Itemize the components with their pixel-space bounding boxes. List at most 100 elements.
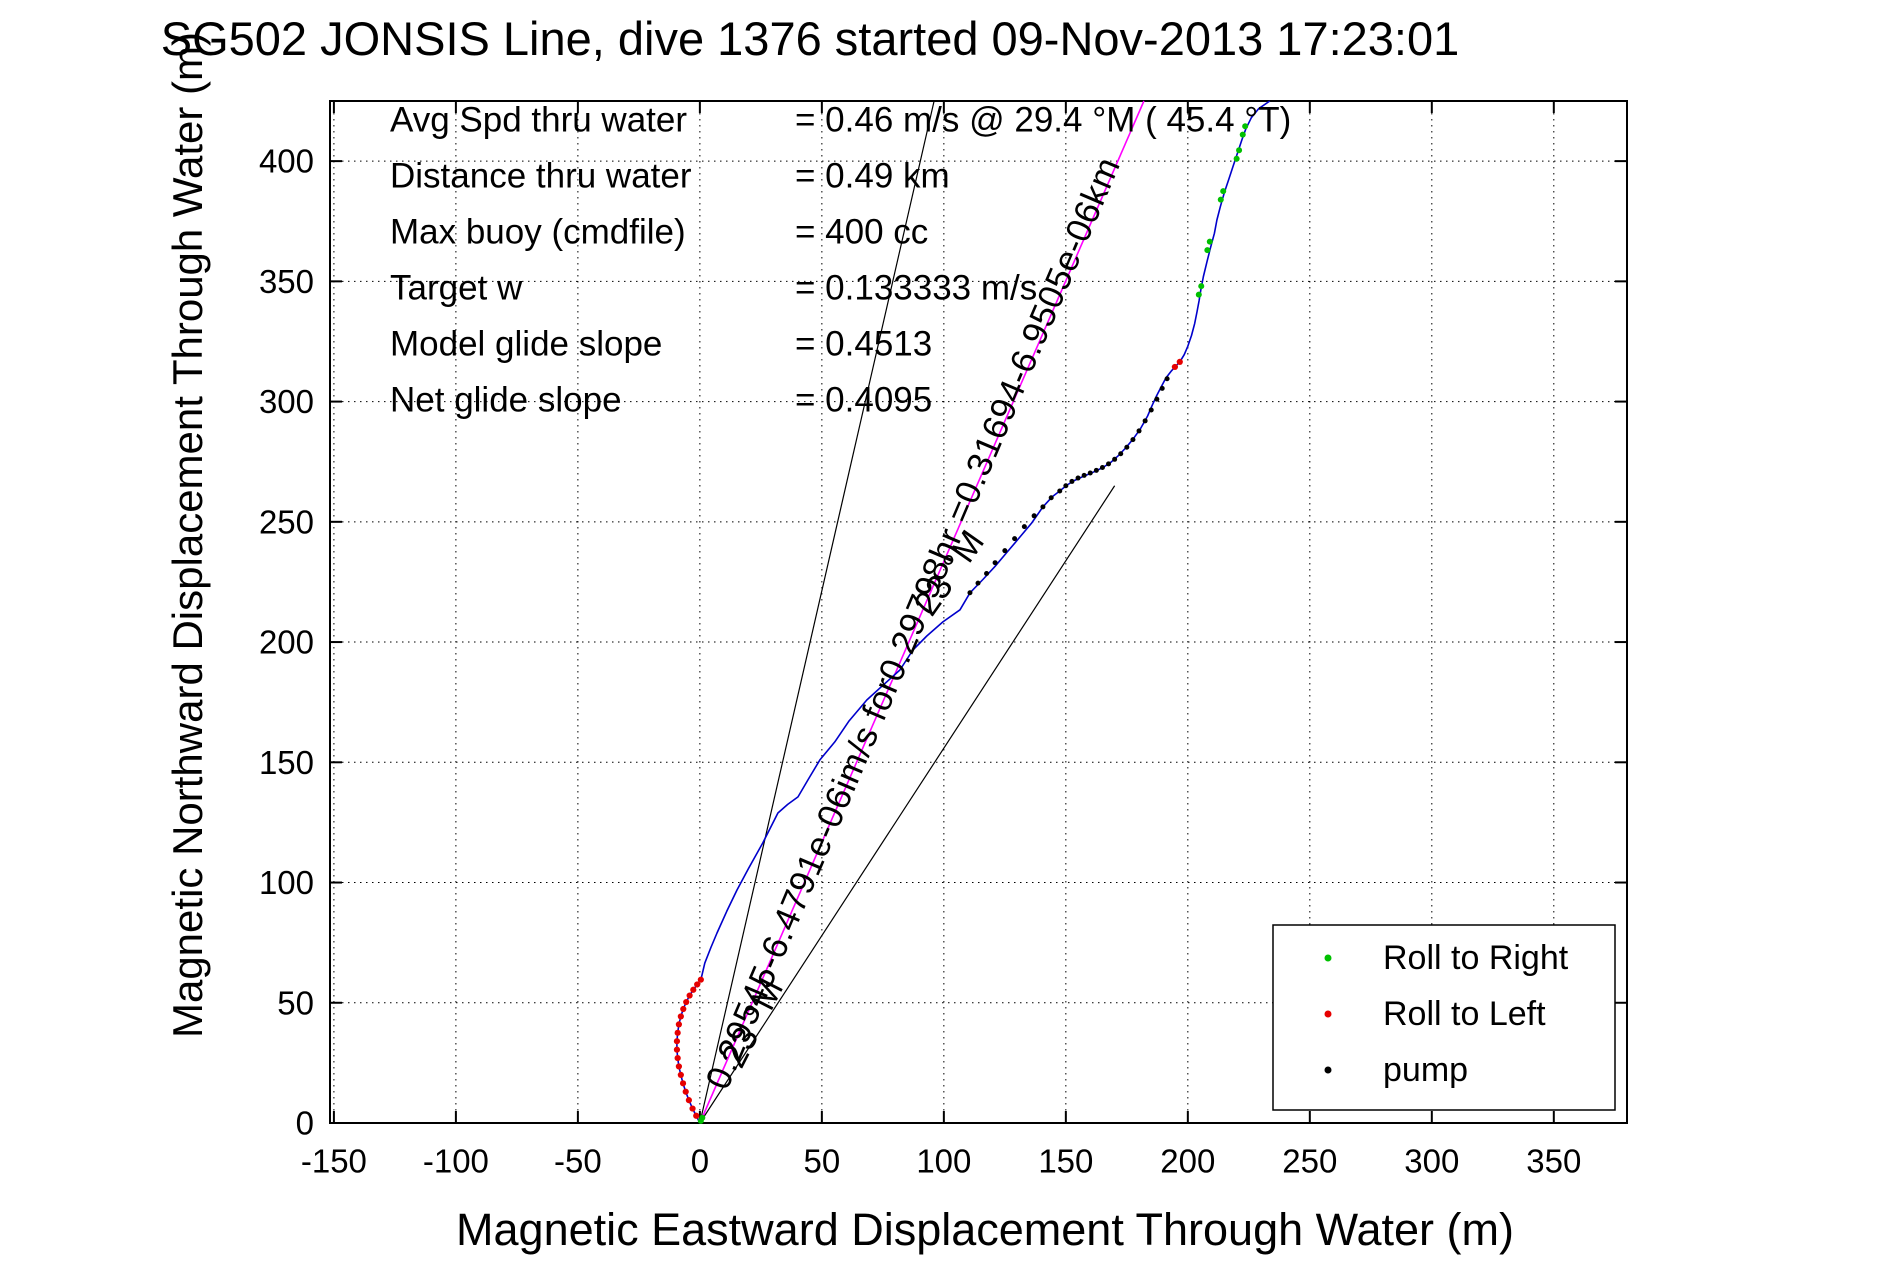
y-tick-label: 250 bbox=[259, 503, 314, 540]
roll-left-marker bbox=[674, 1054, 681, 1062]
roll-right-marker bbox=[1236, 147, 1243, 154]
pump-marker bbox=[1148, 407, 1154, 413]
roll-left-marker bbox=[683, 998, 690, 1006]
x-tick-label: 150 bbox=[1038, 1143, 1093, 1180]
pump-marker bbox=[1130, 437, 1136, 443]
pump-marker bbox=[1093, 467, 1099, 473]
roll-left-marker bbox=[693, 1112, 700, 1119]
x-tick-label: -150 bbox=[301, 1143, 367, 1180]
roll-right-marker bbox=[699, 1114, 706, 1121]
stats-value: = 400 cc bbox=[795, 213, 928, 252]
pump-marker bbox=[1048, 495, 1054, 501]
roll-left-marker bbox=[673, 1046, 681, 1053]
stats-label: Max buoy (cmdfile) bbox=[390, 213, 686, 252]
pump-marker bbox=[1124, 444, 1130, 450]
plot-border bbox=[329, 100, 1628, 1124]
pump-marker bbox=[1021, 524, 1027, 530]
y-tick-label: 50 bbox=[277, 984, 314, 1021]
axis-ticks bbox=[330, 101, 1627, 1124]
y-tick-label: 300 bbox=[259, 383, 314, 420]
stats-label: Distance thru water bbox=[390, 157, 692, 196]
roll-left-marker bbox=[690, 986, 697, 993]
stats-value: = 0.4095 bbox=[795, 381, 932, 420]
bearing-lines bbox=[699, 100, 1145, 1124]
chart-title: SG502 JONSIS Line, dive 1376 started 09-… bbox=[161, 12, 1460, 65]
roll-right-marker bbox=[1233, 155, 1240, 162]
roll-left-marker bbox=[689, 1105, 696, 1112]
stats-value: = 0.4513 bbox=[795, 325, 932, 364]
pump-marker bbox=[1081, 472, 1087, 478]
axes-box bbox=[329, 100, 1628, 1124]
pump-marker bbox=[1031, 513, 1037, 519]
roll-left-marker bbox=[1176, 358, 1183, 366]
roll-right-marker bbox=[1198, 283, 1205, 290]
pump-marker bbox=[1159, 385, 1165, 391]
pump-marker bbox=[1142, 418, 1148, 424]
pump-marker bbox=[1057, 488, 1063, 494]
x-tick-label: -100 bbox=[423, 1143, 489, 1180]
stats-value: = 0.46 m/s @ 29.4 °M ( 45.4 °T) bbox=[795, 101, 1291, 140]
x-tick-label: 250 bbox=[1282, 1143, 1337, 1180]
x-tick-label: -50 bbox=[554, 1143, 602, 1180]
roll-right-marker bbox=[1242, 123, 1249, 130]
avg-course-line bbox=[699, 100, 1145, 1124]
y-tick-label: 150 bbox=[259, 744, 314, 781]
pump-marker bbox=[984, 571, 990, 577]
roll-right-marker bbox=[1206, 238, 1213, 245]
pump-marker bbox=[1012, 536, 1018, 542]
pump-marker bbox=[992, 560, 998, 566]
stats-label: Avg Spd thru water bbox=[390, 101, 687, 140]
stats-value: = 0.49 km bbox=[795, 157, 950, 196]
roll-right-marker bbox=[1220, 188, 1227, 195]
y-tick-label: 200 bbox=[259, 624, 314, 661]
roll-left-marker bbox=[682, 1088, 689, 1095]
roll-right-marker bbox=[1195, 291, 1202, 298]
pump-marker bbox=[1118, 451, 1124, 457]
stats-label: Model glide slope bbox=[390, 325, 662, 364]
y-tick-label: 350 bbox=[259, 263, 314, 300]
roll-left-marker bbox=[680, 1005, 687, 1013]
roll-right-marker bbox=[1239, 131, 1246, 138]
event-markers bbox=[673, 123, 1249, 1124]
x-tick-label: 200 bbox=[1160, 1143, 1215, 1180]
pump-marker bbox=[1075, 475, 1081, 481]
tick-labels: -150 -100 -50 0 50 100 150 200 250 300 350 0 50 100 15… bbox=[259, 143, 1581, 1180]
pump-marker bbox=[967, 590, 973, 596]
pump-marker bbox=[1136, 428, 1142, 434]
stats-label: Net glide slope bbox=[390, 381, 622, 420]
roll-right-marker bbox=[1217, 196, 1224, 203]
roll-right-marker bbox=[1204, 247, 1211, 254]
y-axis-label: Magnetic Northward Displacement Through … bbox=[164, 32, 211, 1038]
roll-left-marker bbox=[1171, 363, 1179, 371]
x-tick-label: 350 bbox=[1526, 1143, 1581, 1180]
pump-marker bbox=[1154, 396, 1160, 402]
roll-left-marker bbox=[677, 1071, 684, 1079]
x-tick-label: 100 bbox=[916, 1143, 971, 1180]
x-tick-label: 50 bbox=[804, 1143, 841, 1180]
pump-marker bbox=[1112, 456, 1118, 462]
stats-block: Avg Spd thru water = 0.46 m/s @ 29.4 °M (… bbox=[390, 101, 1291, 420]
pump-marker bbox=[1087, 470, 1093, 476]
roll-left-marker bbox=[697, 976, 704, 983]
y-tick-label: 400 bbox=[259, 143, 314, 180]
roll-left-marker bbox=[685, 1097, 692, 1104]
roll-left-marker bbox=[677, 1013, 684, 1020]
pump-marker bbox=[1106, 461, 1112, 467]
bearing-fan-left bbox=[699, 100, 935, 1124]
roll-right-legend-marker bbox=[1324, 954, 1332, 962]
roll-left-marker bbox=[679, 1080, 687, 1087]
roll-left-marker bbox=[675, 1063, 682, 1070]
roll-left-marker bbox=[674, 1029, 681, 1036]
roll-left-legend-marker bbox=[1324, 1010, 1332, 1018]
pump-marker bbox=[1099, 464, 1105, 470]
x-axis-label: Magnetic Eastward Displacement Through W… bbox=[456, 1204, 1514, 1255]
pump-marker bbox=[1164, 376, 1170, 382]
x-tick-label: 300 bbox=[1404, 1143, 1459, 1180]
roll-left-marker bbox=[673, 1038, 681, 1045]
pump-marker bbox=[1063, 483, 1069, 489]
roll-right-legend-label: Roll to Right bbox=[1383, 939, 1569, 977]
y-tick-label: 100 bbox=[259, 864, 314, 901]
pump-marker bbox=[1069, 478, 1075, 484]
pump-legend-marker bbox=[1324, 1066, 1332, 1074]
